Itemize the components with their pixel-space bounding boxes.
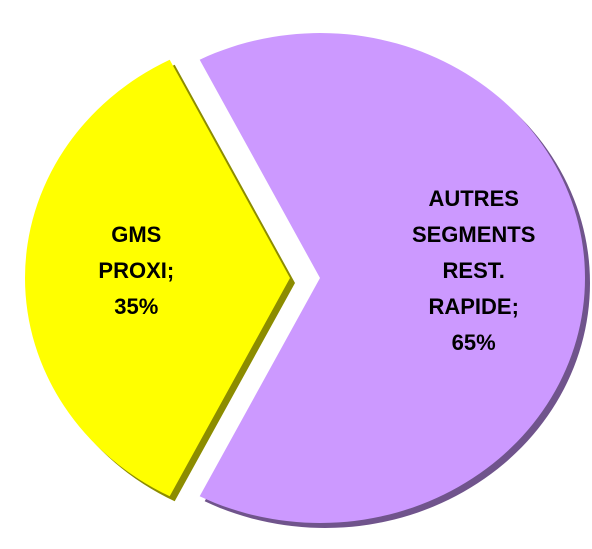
slice: [25, 59, 290, 497]
label-line: REST.: [443, 258, 505, 283]
label-line: SEGMENTS: [412, 222, 535, 247]
label-separator: ;: [167, 258, 174, 283]
slice: [199, 32, 586, 523]
label-line: RAPIDE: [428, 294, 511, 319]
slice-label: GMS PROXI; 35%: [98, 222, 174, 319]
value-label: 65%: [452, 330, 496, 355]
label-line: GMS: [111, 222, 161, 247]
label-line: AUTRES: [428, 186, 518, 211]
value-label: 35%: [114, 294, 158, 319]
label-line: PROXI: [98, 258, 166, 283]
slice-label: AUTRES SEGMENTS REST. RAPIDE; 65%: [412, 186, 535, 355]
label-separator: ;: [512, 294, 519, 319]
